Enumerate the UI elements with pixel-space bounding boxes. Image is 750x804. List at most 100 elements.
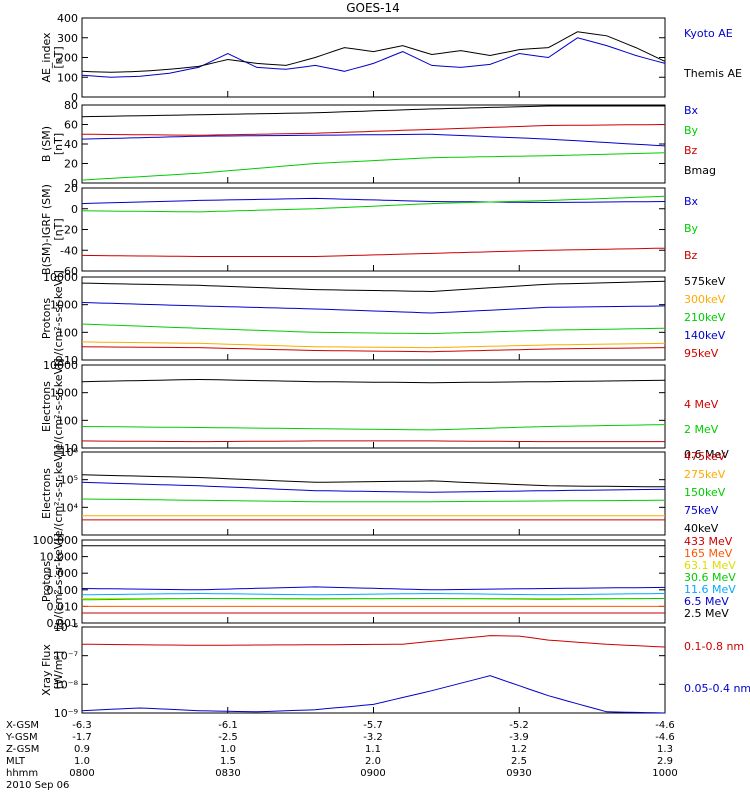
series-line-3	[81, 498, 665, 503]
series-line-3	[81, 378, 666, 384]
legend-entry: 575keV	[684, 275, 726, 288]
figure-title: GOES-14	[346, 1, 400, 15]
footer-value: 0930	[506, 768, 531, 779]
y-axis-label: [e/(cm²-s-sr-keV)]	[52, 358, 65, 454]
series-line-4	[81, 481, 666, 493]
footer-row: Y-GSM -1.7 -2.5 -3.2 -3.9 -4.6	[5, 732, 675, 743]
series-line-4	[81, 598, 665, 601]
series-line-1	[82, 635, 666, 648]
footer-value: -5.2	[509, 720, 529, 731]
series-line-1	[81, 197, 666, 205]
series-line-2	[81, 341, 666, 349]
y-tick-label: 100	[57, 326, 78, 339]
footer-value: 1000	[652, 768, 677, 779]
panel-4: 10 100 1000 10000 Protons [p/(cm²-s-sr-keV)] 5…	[40, 270, 726, 367]
series-line-1	[81, 280, 666, 293]
legend-entry: 300keV	[684, 293, 726, 306]
footer-value: -2.5	[218, 732, 238, 743]
y-tick-label: 0.010	[47, 600, 79, 613]
panel-3: -60 -40 -20 0 20 B(SM)-IGRF (SM) [nT] Bx By Bz	[40, 182, 699, 278]
legend-entry: 0.1-0.8 nm	[684, 640, 744, 653]
panel-7: 0.001 0.010 0.100 1.000 10.000 100.000 Protons…	[33, 533, 737, 630]
panel-5: 10 100 1000 10000 Electrons [e/(cm²-s-sr-keV)…	[40, 358, 729, 461]
y-tick-label: 10	[64, 442, 78, 455]
footer-value: 1.0	[74, 756, 90, 767]
panel-frame	[81, 104, 666, 184]
y-tick-label: 10.000	[40, 551, 79, 564]
legend-entry: Kyoto AE	[684, 27, 733, 40]
y-axis-label: Xray Flux	[40, 644, 53, 696]
legend-entry: Themis AE	[683, 67, 742, 80]
legend-entry: Bx	[684, 104, 699, 117]
footer-row: MLT 1.0 1.5 2.0 2.5 2.9	[6, 756, 673, 767]
panel-frame	[81, 539, 666, 624]
y-tick-label: 10⁻⁶	[54, 621, 79, 634]
footer-value: 1.2	[511, 744, 527, 755]
series-line-2	[81, 195, 666, 213]
footer-value: -3.2	[363, 732, 383, 743]
legend-entry: 140keV	[684, 329, 726, 342]
footer-value: 1.0	[220, 744, 236, 755]
panel-2: 0 20 40 60 80 B (SM) [nT] Bx By Bz Bmag	[40, 99, 716, 190]
y-axis-label: [p/(cm²-s-sr-keV)]	[52, 533, 65, 630]
legend-entry: 0.05-0.4 nm	[684, 682, 750, 695]
legend-entry: 433 MeV	[684, 535, 733, 548]
footer-value: 1.5	[220, 756, 236, 767]
series-line-5	[81, 592, 666, 596]
legend-entry: 475keV	[684, 450, 726, 463]
y-tick-label: 10⁴	[60, 501, 79, 514]
series-line-5	[81, 346, 666, 353]
y-tick-label: 10⁻⁸	[54, 678, 79, 691]
y-tick-label: 10⁻⁹	[54, 707, 78, 720]
series-line-3	[82, 124, 666, 136]
footer-value: 0900	[360, 768, 385, 779]
y-tick-label: 80	[64, 99, 78, 112]
footer-value: 2.9	[657, 756, 673, 767]
series-line-6	[81, 586, 666, 591]
footer-row: Z-GSM 0.9 1.0 1.1 1.2 1.3	[6, 744, 673, 755]
footer-row-label: hhmm	[6, 768, 38, 779]
series-line-4	[81, 302, 666, 314]
y-axis-label: Electrons	[40, 381, 53, 432]
series-line-5	[81, 474, 665, 488]
y-axis-label: B (SM)	[40, 126, 53, 162]
footer-value: 0830	[215, 768, 240, 779]
panel-frame	[81, 451, 666, 536]
legend-entry: Bx	[684, 195, 699, 208]
y-axis-label: [nT]	[52, 133, 65, 155]
legend-entry: 30.6 MeV	[684, 571, 736, 584]
y-tick-label: 20	[64, 182, 78, 195]
series-line-4	[81, 105, 665, 118]
footer-row-label: X-GSM	[6, 720, 39, 731]
y-tick-label: 0	[71, 203, 78, 216]
y-axis-label: AE_index	[40, 32, 53, 83]
footer-value: -4.6	[655, 732, 675, 743]
legend-entry: 0.6 MeV	[684, 448, 729, 461]
panel-frame	[81, 17, 666, 98]
footer-value: 0800	[69, 768, 94, 779]
y-tick-label: 1.000	[47, 567, 79, 580]
footer-value: -5.7	[363, 720, 383, 731]
y-tick-label: 200	[57, 52, 78, 65]
legend-entry: 275keV	[684, 468, 726, 481]
footer-row: hhmm 0800 0830 0900 0930 1000	[6, 768, 678, 779]
panel-6: 10⁴ 10⁵ 10⁶ Electrons [e/(cm²-s-sr-keV)] 475k…	[40, 445, 726, 541]
legend-entry: 95keV	[684, 347, 719, 360]
y-axis-label: [p/(cm²-s-sr-keV)]	[52, 270, 65, 367]
footer-row: X-GSM -6.3 -6.1 -5.7 -5.2 -4.6	[6, 720, 675, 731]
footer-value: -6.3	[72, 720, 92, 731]
legend-entry: 4 MeV	[684, 398, 719, 411]
footer-value: 2.5	[511, 756, 527, 767]
y-tick-label: 10⁻⁷	[54, 650, 78, 663]
footer-value: 1.3	[657, 744, 673, 755]
y-tick-label: 0	[71, 177, 78, 190]
legend-entry: Bz	[684, 144, 698, 157]
y-tick-label: 60	[64, 119, 78, 132]
y-tick-label: 10000	[43, 271, 78, 284]
series-line-3	[81, 323, 666, 335]
series-line-1	[81, 133, 666, 147]
y-tick-label: 0.001	[47, 617, 79, 630]
footer-value: -3.9	[509, 732, 529, 743]
y-tick-label: 40	[64, 138, 78, 151]
